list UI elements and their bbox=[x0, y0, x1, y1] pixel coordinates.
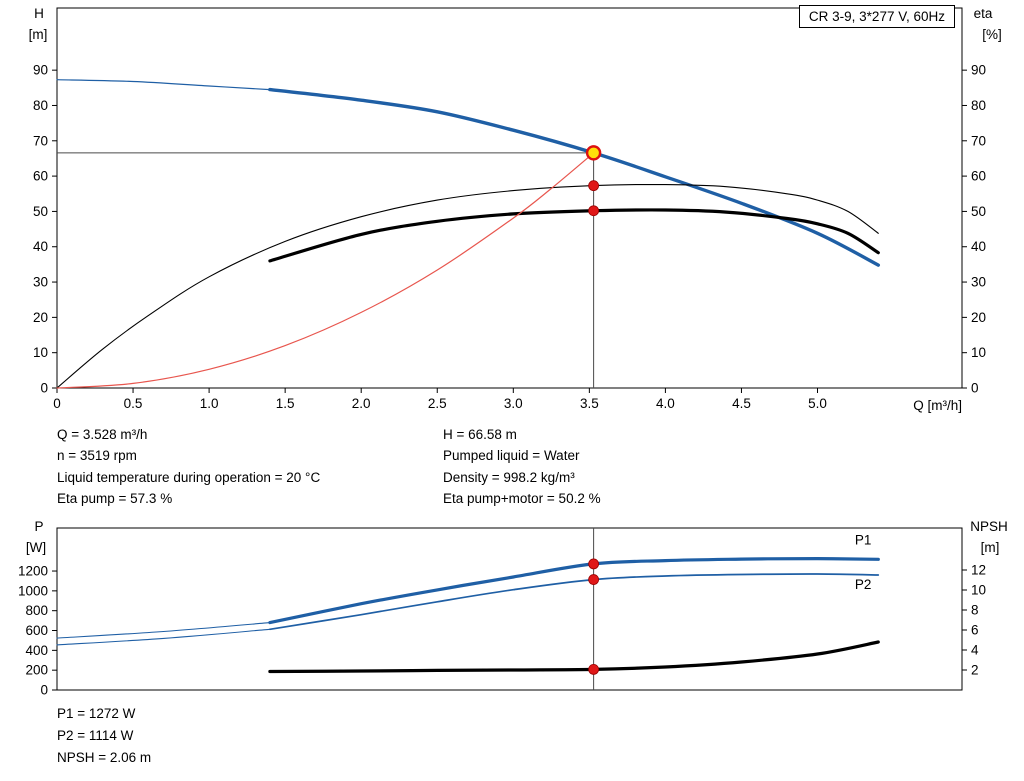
svg-text:20: 20 bbox=[971, 310, 986, 325]
duty-info-left: Q = 3.528 m³/h n = 3519 rpm Liquid tempe… bbox=[57, 427, 320, 513]
info-speed: n = 3519 rpm bbox=[57, 448, 137, 464]
svg-text:1200: 1200 bbox=[18, 564, 48, 579]
svg-text:20: 20 bbox=[33, 310, 48, 325]
svg-text:70: 70 bbox=[33, 133, 48, 148]
info-head: H = 66.58 m bbox=[443, 427, 517, 442]
power-axis-title: P bbox=[34, 519, 44, 534]
svg-text:400: 400 bbox=[25, 643, 48, 658]
npsh-axis-title: NPSH bbox=[970, 519, 1008, 534]
svg-text:2: 2 bbox=[971, 663, 979, 678]
svg-text:200: 200 bbox=[25, 663, 48, 678]
svg-text:6: 6 bbox=[971, 623, 979, 638]
flow-axis-title: Q [m³/h] bbox=[913, 398, 962, 413]
svg-text:4: 4 bbox=[971, 643, 979, 658]
head-axis-title: H bbox=[34, 6, 44, 21]
svg-text:40: 40 bbox=[33, 239, 48, 254]
npsh-axis-unit: [m] bbox=[980, 540, 1000, 555]
svg-text:3.5: 3.5 bbox=[580, 396, 599, 411]
svg-text:50: 50 bbox=[971, 204, 986, 219]
svg-text:1000: 1000 bbox=[18, 583, 48, 598]
svg-text:4.5: 4.5 bbox=[732, 396, 751, 411]
info-p2: P2 = 1114 W bbox=[57, 728, 134, 743]
result-info: P1 = 1272 W P2 = 1114 W NPSH = 2.06 m bbox=[57, 706, 151, 772]
svg-text:0.5: 0.5 bbox=[124, 396, 143, 411]
svg-text:800: 800 bbox=[25, 603, 48, 618]
svg-text:0: 0 bbox=[40, 683, 48, 698]
svg-text:40: 40 bbox=[971, 239, 986, 254]
svg-text:10: 10 bbox=[971, 583, 986, 598]
svg-text:10: 10 bbox=[971, 345, 986, 360]
power-axis-unit: [W] bbox=[25, 540, 47, 555]
svg-text:10: 10 bbox=[33, 345, 48, 360]
eta-axis-unit: [%] bbox=[982, 27, 1002, 42]
svg-text:70: 70 bbox=[971, 133, 986, 148]
info-npsh: NPSH = 2.06 m bbox=[57, 750, 152, 765]
svg-text:80: 80 bbox=[971, 98, 986, 113]
svg-text:90: 90 bbox=[33, 63, 48, 78]
svg-text:0: 0 bbox=[971, 381, 979, 396]
svg-text:60: 60 bbox=[33, 169, 48, 184]
head-axis-unit: [m] bbox=[28, 27, 48, 42]
svg-text:2.0: 2.0 bbox=[352, 396, 371, 411]
svg-text:60: 60 bbox=[971, 169, 986, 184]
svg-text:1.5: 1.5 bbox=[276, 396, 295, 411]
eta-axis-title: eta bbox=[973, 6, 993, 21]
info-temperature: Liquid temperature during operation = 20… bbox=[57, 469, 321, 485]
info-flow: Q = 3.528 m³/h bbox=[57, 427, 148, 442]
svg-text:4.0: 4.0 bbox=[656, 396, 675, 411]
svg-text:80: 80 bbox=[33, 98, 48, 113]
svg-text:30: 30 bbox=[33, 275, 48, 290]
info-eta-pump-motor: Eta pump+motor = 50.2 % bbox=[443, 491, 601, 507]
info-p1: P1 = 1272 W bbox=[57, 706, 136, 721]
svg-text:P1: P1 bbox=[855, 532, 872, 547]
info-density: Density = 998.2 kg/m³ bbox=[443, 469, 575, 485]
svg-text:5.0: 5.0 bbox=[808, 396, 827, 411]
power-npsh-chart: 0 200 400 600 800 1000 1200 2 4 6 8 10 12 P1 P2 bbox=[18, 527, 986, 698]
svg-text:90: 90 bbox=[971, 63, 986, 78]
head-efficiency-chart: 0 10 20 30 40 50 60 70 80 90 0 10 20 30 40 50 60 70 80 90 0 0… bbox=[33, 7, 986, 411]
svg-text:50: 50 bbox=[33, 204, 48, 219]
svg-text:0: 0 bbox=[40, 381, 48, 396]
svg-text:3.0: 3.0 bbox=[504, 396, 523, 411]
info-liquid: Pumped liquid = Water bbox=[443, 448, 580, 464]
duty-info-right: H = 66.58 m Pumped liquid = Water Densit… bbox=[443, 427, 601, 513]
svg-text:0: 0 bbox=[53, 396, 61, 411]
svg-text:1.0: 1.0 bbox=[200, 396, 219, 411]
info-eta-pump: Eta pump = 57.3 % bbox=[57, 491, 173, 507]
pump-model-label: CR 3-9, 3*277 V, 60Hz bbox=[798, 5, 955, 28]
svg-text:2.5: 2.5 bbox=[428, 396, 447, 411]
svg-text:8: 8 bbox=[971, 603, 979, 618]
svg-text:30: 30 bbox=[971, 275, 986, 290]
svg-text:600: 600 bbox=[25, 623, 48, 638]
svg-text:12: 12 bbox=[971, 563, 986, 578]
svg-text:P2: P2 bbox=[855, 577, 872, 592]
